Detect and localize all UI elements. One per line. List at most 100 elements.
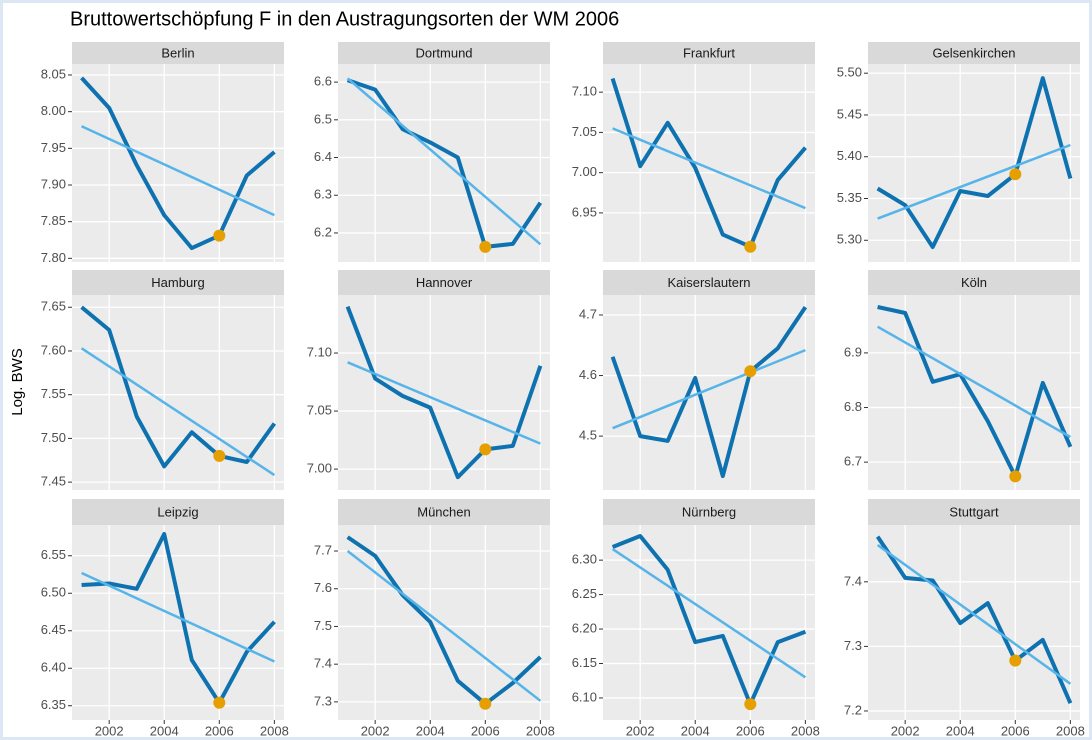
y-tick-label: 6.25: [572, 586, 597, 601]
x-tick-label: 2002: [626, 723, 655, 738]
y-tick-label: 7.55: [41, 386, 66, 401]
data-line: [80, 305, 277, 469]
y-tick-label: 6.2: [314, 224, 332, 239]
x-tick-label: 2004: [946, 723, 975, 738]
x-tick-label: 2006: [1001, 723, 1030, 738]
y-tick-label: 7.10: [572, 84, 597, 99]
y-tick-label: 7.00: [307, 461, 332, 476]
y-tick-label: 7.90: [41, 176, 66, 191]
highlight-point: [744, 240, 757, 253]
y-tick-label: 6.9: [844, 344, 862, 359]
strip-label: Frankfurt: [683, 45, 735, 60]
y-axis-label: Log. BWS: [9, 348, 26, 416]
x-tick-label: 2008: [260, 723, 289, 738]
panel-background: [603, 295, 815, 490]
panel-background: [603, 525, 815, 720]
y-tick-label: 6.40: [41, 660, 66, 675]
trend-line: [611, 548, 807, 679]
strip-label: Hamburg: [151, 275, 204, 290]
y-tick-label: 5.35: [837, 190, 862, 205]
y-tick-label: 5.40: [837, 148, 862, 163]
y-tick-label: 7.00: [572, 164, 597, 179]
y-tick-label: 6.15: [572, 655, 597, 670]
y-tick-label: 7.6: [314, 580, 332, 595]
panel-background: [338, 64, 550, 262]
trend-line: [876, 325, 1072, 439]
y-tick-label: 6.50: [41, 585, 66, 600]
data-line: [610, 77, 807, 249]
y-tick-label: 7.3: [844, 638, 862, 653]
trend-line: [612, 348, 806, 430]
panel-background: [72, 525, 284, 720]
trend-line: [80, 347, 276, 477]
strip: [338, 270, 550, 295]
y-tick-label: 6.55: [41, 547, 66, 562]
strip-label: Nürnberg: [682, 504, 736, 519]
strip: [72, 499, 284, 525]
highlight-point: [479, 443, 492, 456]
y-tick-label: 6.45: [41, 622, 66, 637]
y-tick-label: 7.60: [41, 342, 66, 357]
y-tick-label: 6.6: [314, 74, 332, 89]
y-tick-label: 7.65: [41, 299, 66, 314]
panel-background: [338, 525, 550, 720]
y-tick-label: 4.5: [579, 428, 597, 443]
trend-line: [347, 361, 541, 445]
trend-line: [346, 77, 542, 246]
y-tick-label: 4.6: [579, 367, 597, 382]
x-tick-label: 2006: [736, 723, 765, 738]
highlight-point: [744, 365, 757, 378]
y-tick-label: 7.5: [314, 618, 332, 633]
highlight-point: [213, 696, 226, 709]
y-tick-label: 7.85: [41, 213, 66, 228]
y-tick-label: 5.30: [837, 232, 862, 247]
highlight-point: [1009, 470, 1022, 483]
strip: [603, 499, 815, 525]
y-tick-label: 6.10: [572, 689, 597, 704]
y-tick-label: 7.50: [41, 430, 66, 445]
x-tick-label: 2008: [791, 723, 820, 738]
strip-label: Hannover: [416, 275, 473, 290]
highlight-point: [213, 229, 226, 242]
data-line: [876, 76, 1073, 249]
y-tick-label: 7.10: [307, 344, 332, 359]
y-tick-label: 7.2: [844, 702, 862, 717]
strip: [868, 499, 1080, 525]
strip: [868, 270, 1080, 295]
y-tick-label: 5.50: [837, 65, 862, 80]
y-tick-label: 6.35: [41, 697, 66, 712]
strip: [338, 42, 550, 64]
y-tick-label: 7.45: [41, 474, 66, 489]
x-tick-label: 2006: [205, 723, 234, 738]
x-tick-label: 2006: [471, 723, 500, 738]
y-tick-label: 6.8: [844, 399, 862, 414]
data-line: [346, 535, 542, 706]
y-tick-label: 6.30: [572, 552, 597, 567]
highlight-point: [479, 240, 492, 253]
strip-label: München: [417, 504, 470, 519]
panel-background: [868, 64, 1080, 262]
strip-label: Kaiserslautern: [667, 275, 750, 290]
y-tick-label: 8.05: [41, 66, 66, 81]
highlight-point: [1009, 654, 1022, 667]
panel-background: [603, 64, 815, 262]
y-tick-label: 7.3: [314, 693, 332, 708]
data-line: [80, 76, 276, 251]
y-tick-label: 7.80: [41, 250, 66, 265]
data-line: [610, 305, 808, 479]
x-tick-label: 2004: [416, 723, 445, 738]
strip: [868, 42, 1080, 64]
y-tick-label: 8.00: [41, 103, 66, 118]
y-tick-label: 6.95: [572, 204, 597, 219]
data-line: [346, 78, 543, 249]
data-line: [81, 532, 276, 705]
strip-label: Gelsenkirchen: [932, 45, 1015, 60]
x-tick-label: 2004: [150, 723, 179, 738]
trend-line: [81, 571, 275, 663]
highlight-point: [744, 698, 757, 711]
y-tick-label: 7.05: [572, 124, 597, 139]
y-tick-label: 6.5: [314, 111, 332, 126]
trend-line: [81, 125, 275, 217]
strip-label: Berlin: [161, 45, 194, 60]
